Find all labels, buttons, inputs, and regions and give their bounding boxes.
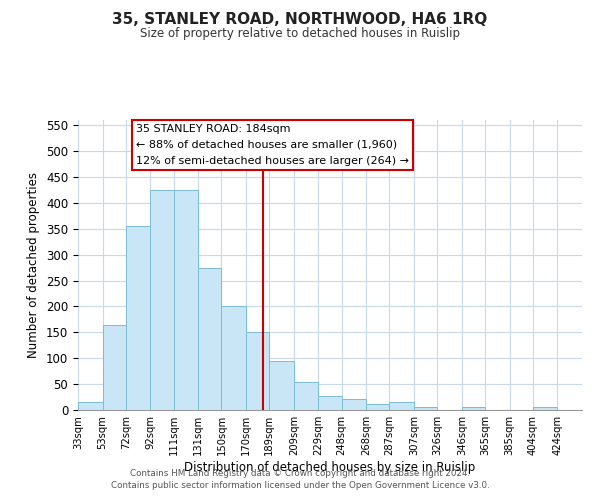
Bar (269, 361, 294, 410)
Bar (366, 404, 389, 410)
Bar (389, 402, 414, 410)
Bar (533, 408, 557, 410)
Bar (319, 396, 341, 410)
Bar (294, 382, 319, 410)
Text: 35 STANLEY ROAD: 184sqm
← 88% of detached houses are smaller (1,960)
12% of semi: 35 STANLEY ROAD: 184sqm ← 88% of detache… (136, 124, 409, 166)
Text: 35, STANLEY ROAD, NORTHWOOD, HA6 1RQ: 35, STANLEY ROAD, NORTHWOOD, HA6 1RQ (112, 12, 488, 28)
X-axis label: Distribution of detached houses by size in Ruislip: Distribution of detached houses by size … (184, 461, 476, 474)
Text: Size of property relative to detached houses in Ruislip: Size of property relative to detached ho… (140, 28, 460, 40)
Bar (78, 402, 103, 410)
Bar (126, 226, 151, 410)
Bar (341, 398, 366, 410)
Bar (462, 408, 485, 410)
Text: Contains HM Land Registry data © Crown copyright and database right 2024.: Contains HM Land Registry data © Crown c… (130, 468, 470, 477)
Bar (221, 306, 246, 410)
Bar (151, 190, 173, 410)
Text: Contains public sector information licensed under the Open Government Licence v3: Contains public sector information licen… (110, 481, 490, 490)
Bar (246, 332, 269, 410)
Bar (173, 190, 198, 410)
Bar (414, 408, 437, 410)
Y-axis label: Number of detached properties: Number of detached properties (28, 172, 40, 358)
Bar (103, 324, 126, 410)
Bar (198, 268, 221, 410)
